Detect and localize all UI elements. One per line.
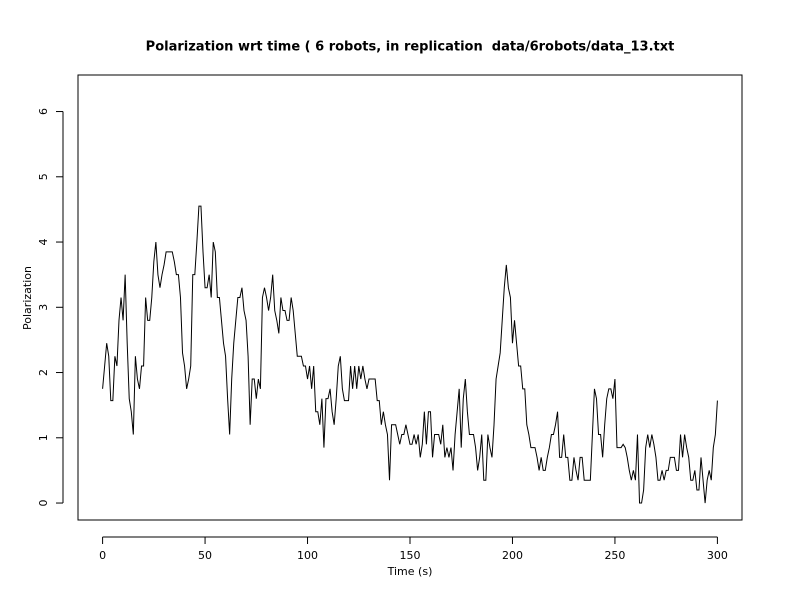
y-tick-label: 6: [37, 108, 50, 115]
y-tick-label: 2: [37, 369, 50, 376]
y-tick-label: 1: [37, 434, 50, 441]
x-tick-label: 100: [297, 549, 318, 562]
plot-box: [77, 74, 743, 521]
y-tick-label: 4: [37, 239, 50, 246]
x-tick-label: 200: [502, 549, 523, 562]
x-axis-label: Time (s): [387, 565, 433, 578]
chart-title: Polarization wrt time ( 6 robots, in rep…: [146, 40, 675, 55]
x-tick-label: 50: [198, 549, 212, 562]
x-tick-label: 150: [400, 549, 421, 562]
x-tick-label: 0: [99, 549, 106, 562]
y-tick-label: 3: [37, 304, 50, 311]
x-tick-label: 300: [707, 549, 728, 562]
data-line: [102, 205, 718, 504]
y-axis-label: Polarization: [21, 266, 34, 330]
x-tick-label: 250: [604, 549, 625, 562]
y-tick-label: 5: [37, 173, 50, 180]
y-tick-label: 0: [37, 500, 50, 507]
